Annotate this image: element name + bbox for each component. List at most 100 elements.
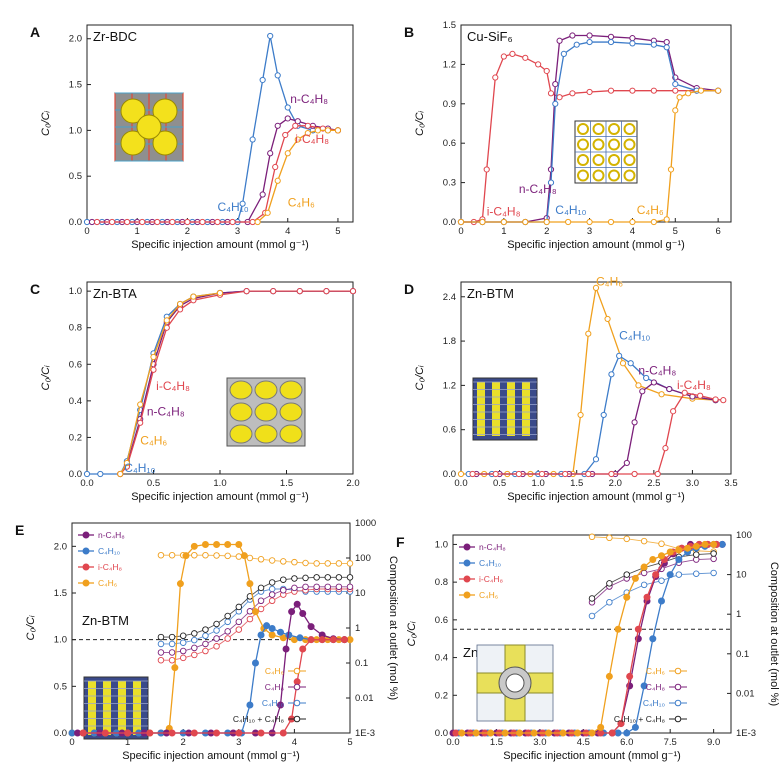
x-tick-label: 1.0 [532,478,545,489]
data-point [150,353,157,361]
inset-pore [152,130,178,156]
composition-point [179,639,187,646]
composition-point [257,605,265,613]
data-point [254,218,261,226]
data-point [604,315,611,323]
composition-point [202,640,209,648]
inset-channel [88,681,96,735]
x-tick-label: 0 [69,737,74,748]
composition-point [224,612,231,620]
legend-label: n-C₄H₈ [479,542,506,552]
y-tick-label: 0.0 [435,728,448,739]
data-point [631,574,639,582]
data-point [214,218,221,226]
y-tick-label: 2.0 [69,34,82,45]
legend-label: C₄H₁₀ [98,546,121,556]
y2-tick-label: 1E-3 [355,728,375,739]
data-point [522,218,529,226]
composition-point [588,612,596,620]
data-point [83,218,91,226]
data-point [213,540,221,548]
x-tick-label: 2.5 [647,478,660,489]
x-tick-label: 6 [715,226,720,237]
y-tick-label: 0.0 [443,469,456,480]
composition-point [235,553,243,560]
data-point [592,456,600,463]
data-point [626,672,634,680]
data-point [631,470,638,478]
data-point [629,218,636,226]
inset-pore [577,154,589,166]
curve-label: n-C₄H₈ [290,92,328,106]
curve-label: i-C₄H₈ [156,379,190,393]
y-tick-label: 0.4 [435,653,448,664]
composition-point [710,569,717,577]
legend2-label: C₄H₁₀ [643,698,666,708]
composition-point [191,651,198,659]
x-tick-label: 1 [501,226,506,237]
legend-marker [82,563,90,571]
data-point [93,218,101,226]
composition-point [280,558,287,565]
data-point [274,72,281,79]
y-tick-label: 1.5 [54,588,67,599]
data-point [681,389,688,396]
data-point [643,593,651,601]
data-point [184,218,191,226]
legend-marker [463,575,471,583]
y-tick-label: 0.6 [443,138,456,149]
composition-point [335,583,343,591]
data-point [614,625,622,633]
data-point [650,218,657,226]
composition-point [224,618,231,626]
data-point [483,166,490,173]
data-point [629,35,636,42]
data-point [267,32,274,40]
panel-title: Zn-BTM [82,613,129,628]
y-tick-label: 0.6 [69,359,82,370]
data-point [574,729,582,737]
composition-point [268,591,276,598]
legend2-marker [674,699,682,707]
legend2-marker [674,715,682,723]
data-point [619,360,627,367]
composition-point [313,560,320,567]
data-point [307,623,315,631]
composition-point [693,551,700,558]
inset-channel [507,382,515,436]
x-axis-label: Specific injection amount (mmol g⁻¹) [131,491,309,503]
panel-title: Cu-SiF₆ [467,29,513,44]
composition-point [157,656,165,664]
composition-point [324,583,332,591]
legend-label: i-C₄H₈ [98,562,122,572]
inset-pore [577,138,589,151]
legend2-marker [674,667,682,675]
data-point [299,610,307,618]
data-point [154,218,161,226]
data-point [229,218,236,226]
composition-point [335,560,343,567]
data-point [552,81,559,88]
legend2-label: C₄H₁₀ + C₄H₈ [233,714,285,724]
data-point [268,624,276,632]
data-point [288,608,296,616]
inset-pore [229,424,253,444]
data-point [169,218,176,226]
data-point [294,118,301,125]
legend-marker [463,559,471,567]
data-point [500,218,507,226]
composition-point [658,577,665,584]
x-tick-label: 0.0 [80,478,93,489]
composition-point [213,643,220,650]
data-point [556,37,563,44]
data-point [487,729,495,737]
x-tick-label: 3 [235,226,240,237]
composition-point [268,585,276,593]
inset-pore [623,154,636,166]
data-point [586,32,593,39]
y-tick-label: 0.5 [69,171,82,182]
data-point [649,635,657,643]
y-axis-label: C₀/Cᵢ [40,110,52,136]
composition-point [202,632,209,640]
data-point [658,597,665,605]
